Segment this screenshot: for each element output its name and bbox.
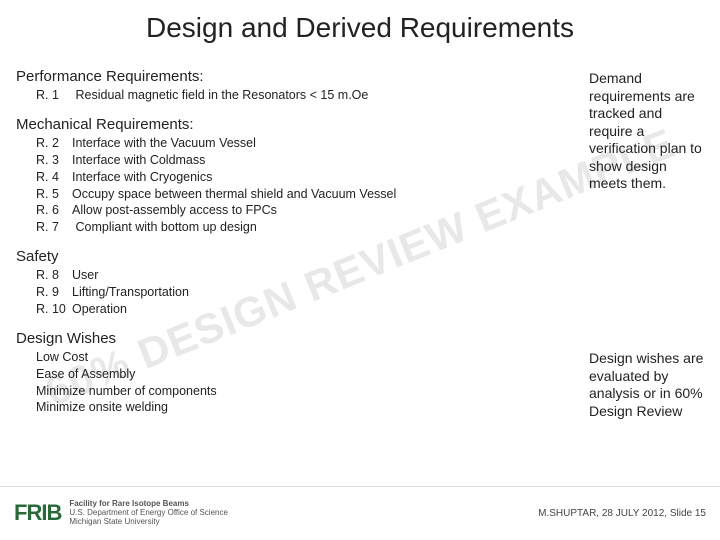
wish-item: Minimize onsite welding bbox=[36, 399, 476, 416]
req-number: R. 1 bbox=[36, 87, 72, 104]
req-text: Interface with the Vacuum Vessel bbox=[72, 136, 256, 150]
req-text: Interface with Cryogenics bbox=[72, 170, 212, 184]
req-number: R. 6 bbox=[36, 202, 72, 219]
req-text: Occupy space between thermal shield and … bbox=[72, 187, 396, 201]
req-text: Compliant with bottom up design bbox=[72, 220, 257, 234]
note-bottom: Design wishes are evaluated by analysis … bbox=[589, 350, 704, 420]
slide: 60% DESIGN REVIEW EXAMPLE Design and Der… bbox=[0, 0, 720, 540]
req-row: R. 3Interface with Coldmass bbox=[36, 152, 476, 169]
req-row: R. 4Interface with Cryogenics bbox=[36, 169, 476, 186]
footer: FRIB Facility for Rare Isotope Beams U.S… bbox=[0, 486, 720, 540]
section-performance-heading: Performance Requirements: bbox=[16, 68, 476, 85]
frib-logo: FRIB bbox=[14, 500, 61, 526]
req-row: R. 8User bbox=[36, 267, 476, 284]
req-row: R. 9Lifting/Transportation bbox=[36, 284, 476, 301]
req-row: R. 6Allow post-assembly access to FPCs bbox=[36, 202, 476, 219]
req-number: R. 8 bbox=[36, 267, 72, 284]
content-left: Performance Requirements: R. 1 Residual … bbox=[16, 64, 476, 416]
logo-subtext: Facility for Rare Isotope Beams U.S. Dep… bbox=[69, 500, 228, 526]
wish-item: Low Cost bbox=[36, 349, 476, 366]
req-text: Operation bbox=[72, 302, 127, 316]
req-row: R. 5Occupy space between thermal shield … bbox=[36, 186, 476, 203]
req-text: Residual magnetic field in the Resonator… bbox=[75, 88, 368, 102]
req-row: R. 2Interface with the Vacuum Vessel bbox=[36, 135, 476, 152]
logo-block: FRIB Facility for Rare Isotope Beams U.S… bbox=[14, 500, 228, 526]
logo-sub-line: Michigan State University bbox=[69, 518, 228, 527]
slide-title: Design and Derived Requirements bbox=[0, 12, 720, 44]
wish-item: Ease of Assembly bbox=[36, 366, 476, 383]
req-number: R. 10 bbox=[36, 301, 72, 318]
req-number: R. 3 bbox=[36, 152, 72, 169]
req-number: R. 5 bbox=[36, 186, 72, 203]
req-text: Interface with Coldmass bbox=[72, 153, 205, 167]
req-number: R. 4 bbox=[36, 169, 72, 186]
req-number: R. 2 bbox=[36, 135, 72, 152]
note-top: Demand requirements are tracked and requ… bbox=[589, 70, 704, 193]
section-mechanical-heading: Mechanical Requirements: bbox=[16, 116, 476, 133]
section-safety-heading: Safety bbox=[16, 248, 476, 265]
req-number: R. 7 bbox=[36, 219, 72, 236]
req-row: R. 7 Compliant with bottom up design bbox=[36, 219, 476, 236]
req-row: R. 1 Residual magnetic field in the Reso… bbox=[36, 87, 476, 104]
req-text: Lifting/Transportation bbox=[72, 285, 189, 299]
footer-right-text: M.SHUPTAR, 28 JULY 2012, Slide 15 bbox=[538, 508, 706, 519]
req-row: R. 10Operation bbox=[36, 301, 476, 318]
section-wishes-heading: Design Wishes bbox=[16, 330, 476, 347]
wish-item: Minimize number of components bbox=[36, 383, 476, 400]
req-number: R. 9 bbox=[36, 284, 72, 301]
req-text: User bbox=[72, 268, 98, 282]
req-text: Allow post-assembly access to FPCs bbox=[72, 203, 277, 217]
